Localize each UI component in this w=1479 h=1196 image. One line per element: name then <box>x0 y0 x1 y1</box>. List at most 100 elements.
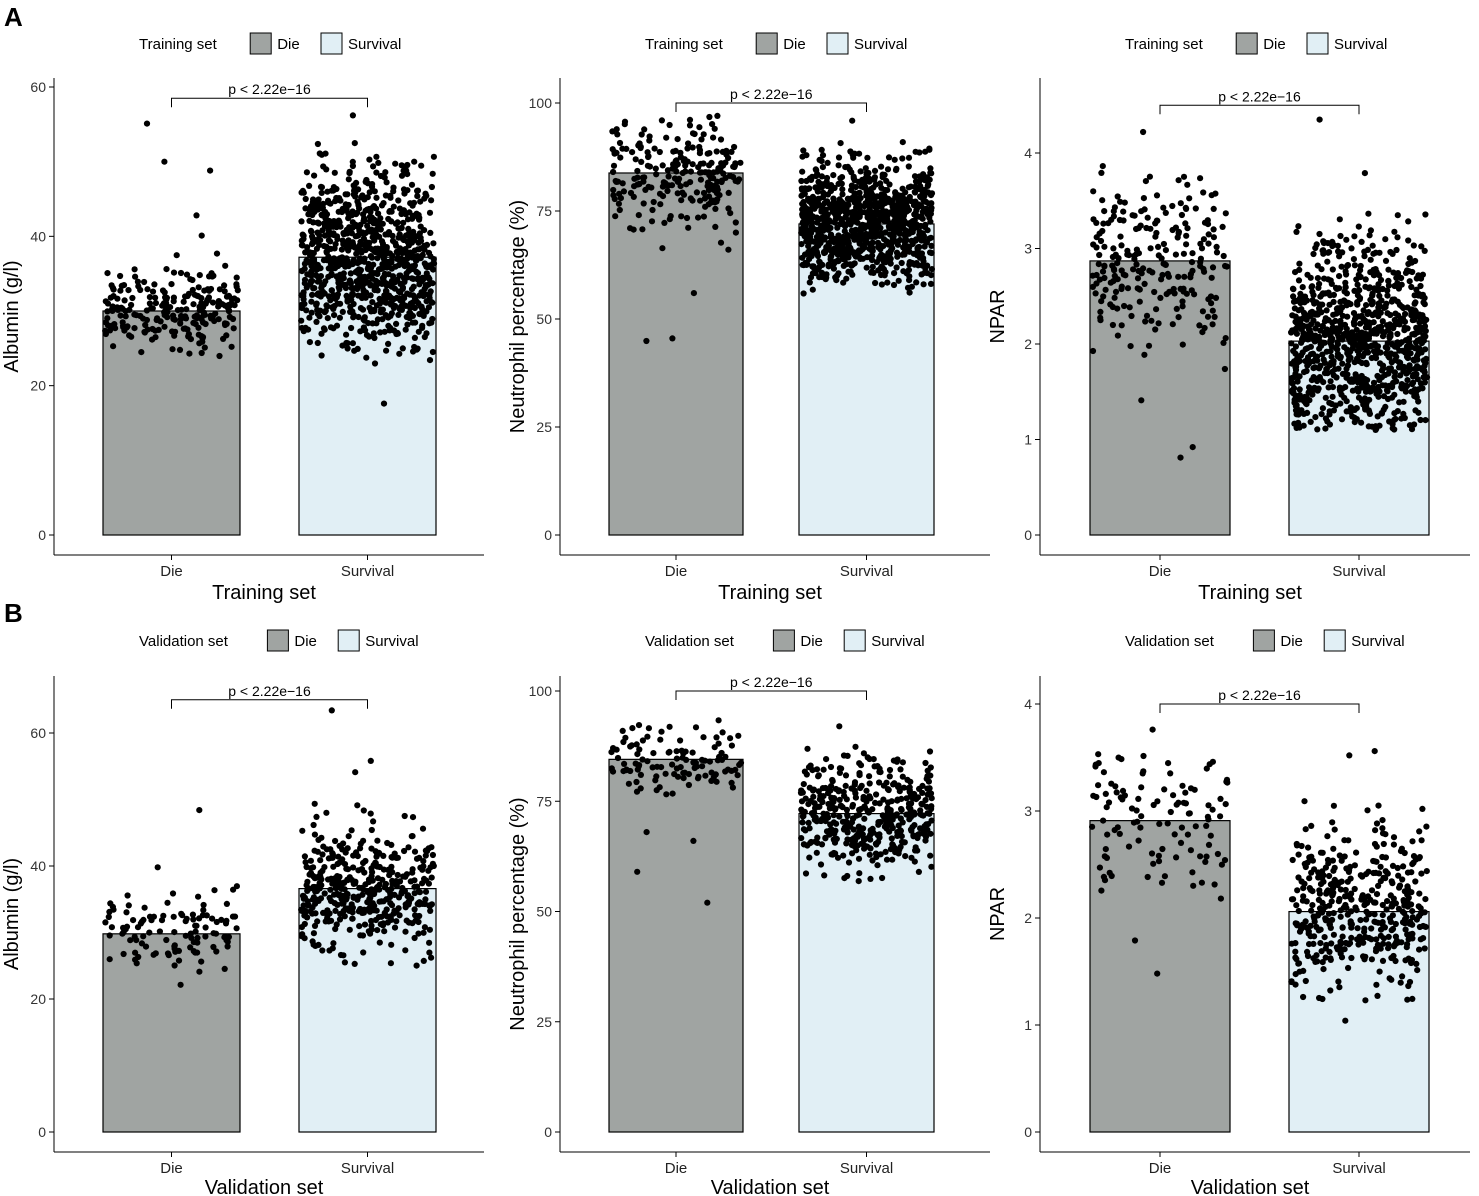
data-point <box>659 183 667 190</box>
data-point <box>1135 837 1142 844</box>
data-point <box>1368 887 1376 894</box>
data-point <box>178 306 185 313</box>
data-point <box>320 290 327 297</box>
data-point <box>299 187 306 194</box>
data-point <box>137 286 144 294</box>
legend-label-die: Die <box>783 36 806 53</box>
data-point <box>368 904 375 911</box>
points-survival <box>798 117 936 297</box>
data-point <box>389 869 396 876</box>
data-point <box>134 278 141 285</box>
data-point <box>1365 210 1372 217</box>
data-point <box>310 219 317 226</box>
data-point <box>821 211 829 218</box>
data-point <box>1089 823 1096 830</box>
data-point <box>1334 341 1341 348</box>
data-point <box>309 904 316 911</box>
data-point <box>645 183 652 190</box>
data-point <box>187 276 194 283</box>
data-point <box>1290 385 1298 392</box>
data-point <box>666 723 673 730</box>
data-point <box>715 717 722 724</box>
data-point <box>233 925 240 932</box>
outlier-point <box>349 112 356 119</box>
data-point <box>345 833 352 840</box>
data-point <box>202 933 209 940</box>
data-point <box>1120 208 1127 215</box>
data-point <box>1351 262 1358 269</box>
data-point <box>1344 313 1351 320</box>
data-point <box>321 223 329 230</box>
data-point <box>1183 232 1190 239</box>
data-point <box>350 285 357 292</box>
data-point <box>1189 869 1196 876</box>
points-survival <box>1288 116 1431 433</box>
data-point <box>906 248 913 255</box>
data-point <box>1180 173 1188 180</box>
data-point <box>926 210 933 217</box>
data-point <box>140 933 147 940</box>
data-point <box>388 277 396 284</box>
data-point <box>1396 321 1403 328</box>
data-point <box>1361 248 1368 255</box>
data-point <box>426 926 433 933</box>
legend-label-die: Die <box>294 633 317 650</box>
data-point <box>857 826 864 834</box>
data-point <box>313 318 320 325</box>
data-point <box>909 227 916 234</box>
data-point <box>216 286 223 293</box>
data-point <box>349 261 356 268</box>
legend: Training set Die Survival <box>139 32 401 55</box>
data-point <box>118 282 125 289</box>
data-point <box>701 195 709 202</box>
data-point <box>428 197 435 204</box>
data-point <box>389 252 396 259</box>
x-axis-title: Validation set <box>205 1177 324 1196</box>
data-point <box>1175 230 1182 237</box>
data-point <box>1352 372 1360 379</box>
data-point <box>211 887 218 894</box>
data-point <box>1422 211 1429 218</box>
data-point <box>406 315 413 322</box>
data-point <box>727 735 734 742</box>
data-point <box>928 863 935 870</box>
data-point <box>1330 311 1337 318</box>
data-point <box>373 850 381 857</box>
data-point <box>1153 306 1160 313</box>
data-point <box>371 306 378 313</box>
data-point <box>1362 283 1369 290</box>
data-point <box>1114 276 1121 283</box>
data-point <box>653 171 660 178</box>
data-point <box>416 901 423 908</box>
data-point <box>728 742 736 749</box>
data-point <box>927 249 934 256</box>
data-point <box>886 766 894 774</box>
data-point <box>1330 931 1337 938</box>
data-point <box>117 312 124 319</box>
data-point <box>388 863 395 870</box>
data-point <box>402 326 409 333</box>
data-point <box>609 146 616 153</box>
data-point <box>397 272 404 279</box>
data-point <box>887 846 895 853</box>
data-point <box>127 937 134 944</box>
data-point <box>104 315 111 322</box>
data-point <box>156 928 163 935</box>
data-point <box>884 212 891 219</box>
data-point <box>1394 330 1401 338</box>
data-point <box>829 776 836 784</box>
data-point <box>1180 288 1187 295</box>
data-point <box>840 852 847 859</box>
data-point <box>710 175 717 182</box>
data-point <box>1295 323 1302 330</box>
data-point <box>306 339 313 346</box>
data-point <box>706 113 713 121</box>
legend-label-survival: Survival <box>365 633 418 650</box>
data-point <box>337 951 345 959</box>
data-point <box>398 890 405 897</box>
data-point <box>1291 305 1298 312</box>
data-point <box>392 160 399 167</box>
y-tick-label: 50 <box>536 311 552 327</box>
data-point <box>390 203 397 210</box>
data-point <box>358 273 365 281</box>
